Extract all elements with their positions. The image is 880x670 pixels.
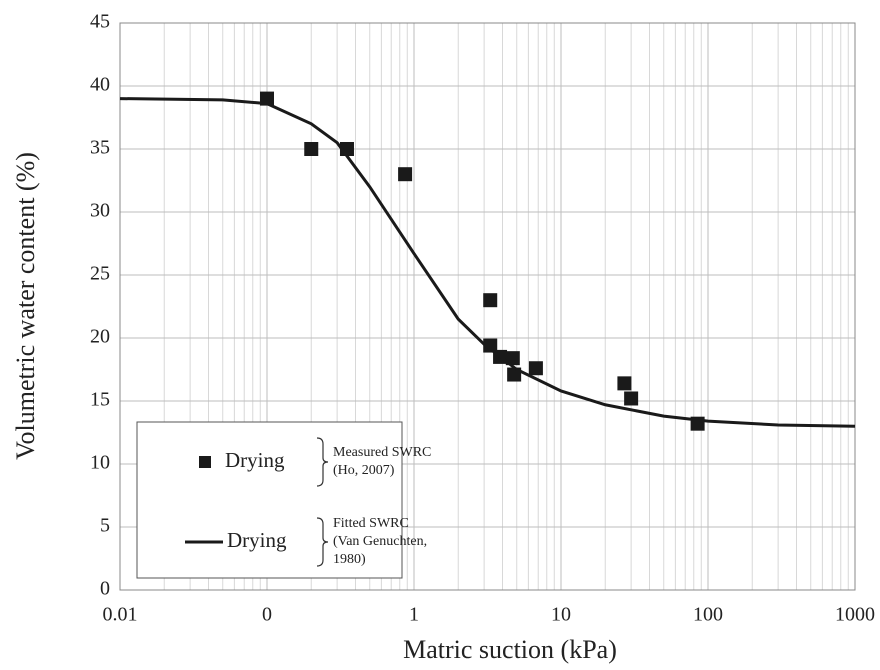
legend-marker: [199, 456, 211, 468]
data-point: [624, 391, 639, 406]
y-tick-label: 30: [90, 200, 110, 222]
y-tick-label: 40: [90, 74, 110, 96]
legend-note: Fitted SWRC: [333, 516, 409, 531]
data-point: [483, 338, 498, 353]
legend-note: (Van Genuchten,: [333, 534, 427, 549]
y-tick-label: 45: [90, 11, 110, 33]
legend-note: 1980): [333, 552, 366, 567]
y-tick-label: 0: [100, 578, 110, 600]
data-point: [483, 293, 498, 308]
legend-brace: [316, 517, 329, 567]
data-point: [617, 376, 632, 391]
data-point: [528, 361, 543, 376]
y-axis-title: Volumetric water content (%): [11, 152, 40, 460]
y-tick-label: 25: [90, 263, 110, 285]
x-axis-title: Matric suction (kPa): [403, 635, 617, 664]
x-tick-label: 10: [551, 604, 571, 626]
data-point: [304, 142, 319, 156]
fitted-line: [119, 97, 856, 428]
legend-box: [136, 421, 403, 579]
legend-label: Drying: [227, 528, 287, 552]
y-tick-label: 5: [100, 515, 110, 537]
x-tick-label: 0.01: [103, 604, 138, 626]
x-tick-label: 1: [409, 604, 419, 626]
y-tick-label: 20: [90, 326, 110, 348]
legend-label: Drying: [225, 448, 285, 472]
plot-frame: [119, 22, 856, 591]
x-tick-label: 1000: [835, 604, 875, 626]
data-point: [505, 351, 520, 366]
y-tick-label: 15: [90, 389, 110, 411]
legend-note: Measured SWRC: [333, 445, 431, 460]
x-tick-label: 100: [693, 604, 723, 626]
x-tick-label: 0: [262, 604, 272, 626]
y-tick-label: 10: [90, 452, 110, 474]
legend-brace: [316, 437, 329, 487]
y-tick-label: 35: [90, 137, 110, 159]
data-point: [398, 167, 413, 182]
legend-note: (Ho, 2007): [333, 463, 395, 478]
